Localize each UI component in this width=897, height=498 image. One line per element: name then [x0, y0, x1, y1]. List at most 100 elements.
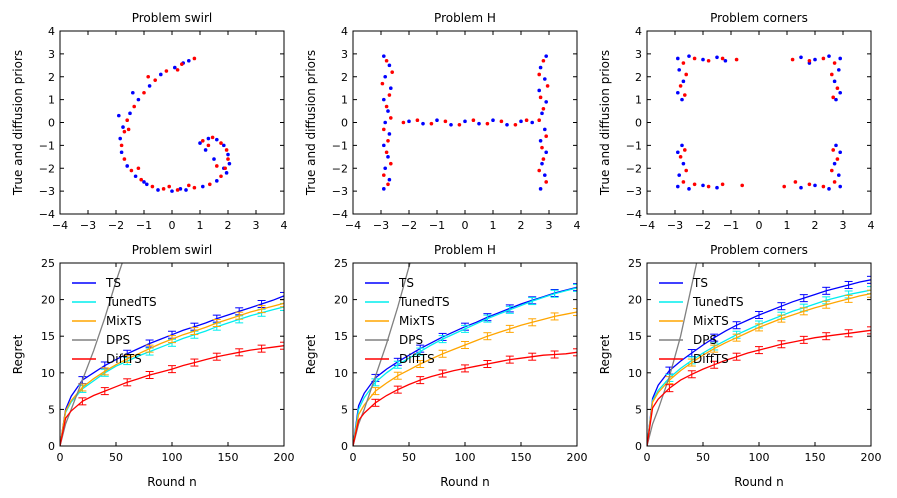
- y-tick-label: −1: [332, 139, 348, 152]
- chart-panel-2: −4 −3 −2 −1 0 1 2 3 4 −4 −3 −2 −1 0 1 2 3 4 Problem corner…: [598, 11, 875, 232]
- scatter-point: [790, 57, 795, 62]
- scatter-point: [838, 90, 842, 95]
- scatter-point: [683, 148, 687, 152]
- x-tick-label: 100: [749, 451, 770, 464]
- scatter-point: [813, 183, 817, 188]
- legend-label-mixts: MixTS: [399, 314, 435, 328]
- y-tick-label: −3: [626, 185, 642, 198]
- scatter-point: [835, 86, 840, 90]
- y-tick-label: 5: [341, 403, 348, 416]
- scatter-point: [681, 180, 686, 184]
- y-tick-label: −2: [626, 162, 642, 175]
- scatter-point: [676, 184, 680, 189]
- scatter-point: [832, 61, 837, 65]
- scatter-point: [519, 119, 523, 124]
- legend: TS TunedTS MixTS DPS DiffTS: [72, 276, 157, 366]
- scatter-point: [835, 157, 840, 161]
- scatter-point: [380, 81, 385, 86]
- x-tick-label: 200: [861, 451, 882, 464]
- scatter-point: [387, 93, 392, 97]
- scatter-point: [449, 122, 453, 127]
- x-axis-label: Round n: [440, 475, 489, 489]
- plot-area: [60, 263, 284, 446]
- y-tick-label: 15: [628, 330, 642, 343]
- legend-label-dps: DPS: [106, 333, 130, 347]
- plot-area: [353, 263, 577, 446]
- series-line-diffts: [647, 329, 871, 446]
- scatter-point: [384, 58, 389, 63]
- scatter-point: [838, 56, 842, 61]
- scatter-point: [537, 88, 541, 93]
- y-tick-label: −3: [332, 185, 348, 198]
- scatter-point: [830, 72, 834, 77]
- y-tick-label: 3: [48, 48, 55, 61]
- scatter-point: [831, 148, 835, 152]
- scatter-point: [421, 121, 425, 126]
- scatter-point: [544, 54, 548, 58]
- series-line-diffts: [60, 345, 284, 446]
- plot-frame: [646, 262, 872, 447]
- scatter-point: [184, 188, 188, 192]
- scatter-point: [210, 135, 215, 140]
- y-axis-label: Regret: [11, 334, 25, 374]
- scatter-point: [142, 90, 146, 95]
- scatter-point: [681, 79, 686, 84]
- y-axis-label: True and diffusion priors: [598, 50, 612, 196]
- scatter-point: [684, 168, 688, 173]
- series-line-tunedts: [60, 306, 284, 446]
- x-tick-label: −2: [695, 219, 711, 232]
- scatter-point: [485, 121, 490, 126]
- scatter-point: [159, 72, 163, 77]
- scatter-point: [206, 136, 211, 141]
- scatter-point: [687, 54, 691, 58]
- scatter-point: [164, 69, 169, 73]
- series-line-diffts: [353, 351, 577, 446]
- y-tick-label: 2: [635, 71, 642, 84]
- series-line-mixts: [647, 293, 871, 446]
- y-tick-label: 4: [341, 25, 348, 38]
- scatter-point: [407, 119, 411, 124]
- scatter-point: [390, 70, 395, 74]
- x-tick-label: 50: [402, 451, 416, 464]
- scatter-point: [540, 111, 544, 116]
- scatter-point: [129, 168, 134, 173]
- scatter-point: [224, 171, 229, 175]
- scatter-point: [389, 86, 393, 90]
- plot-frame: [646, 30, 872, 215]
- scatter-point: [832, 180, 837, 184]
- scatter-point: [133, 174, 138, 179]
- scatter-point: [538, 187, 543, 191]
- plot-frame: [352, 262, 578, 447]
- x-tick-label: 2: [518, 219, 525, 232]
- scatter-point: [219, 141, 223, 145]
- scatter-point: [386, 139, 390, 143]
- scatter-point: [125, 164, 129, 168]
- series-line-mixts: [60, 302, 284, 446]
- scatter-point: [740, 183, 744, 188]
- legend: TS TunedTS MixTS DPS DiffTS: [365, 276, 450, 366]
- scatter-point: [122, 157, 127, 161]
- y-tick-label: −2: [39, 162, 55, 175]
- scatter-point: [119, 150, 124, 155]
- scatter-point: [383, 74, 388, 79]
- y-tick-label: 5: [48, 403, 55, 416]
- x-tick-label: 0: [57, 451, 64, 464]
- y-tick-label: 1: [635, 94, 642, 107]
- legend-label-ts: TS: [692, 276, 708, 290]
- scatter-point: [541, 106, 546, 111]
- x-tick-label: −4: [52, 219, 68, 232]
- scatter-point: [683, 93, 687, 97]
- plot-frame: [352, 30, 578, 215]
- x-tick-label: 0: [169, 219, 176, 232]
- scatter-point: [680, 97, 684, 102]
- scatter-point: [192, 56, 197, 61]
- scatter-point: [807, 58, 812, 63]
- series-line-mixts: [353, 311, 577, 446]
- scatter-point: [429, 121, 434, 126]
- plot-frame: [59, 262, 285, 447]
- scatter-point: [223, 166, 227, 171]
- scatter-point: [537, 168, 541, 173]
- scatter-point: [215, 137, 219, 142]
- plot-frame: [59, 30, 285, 215]
- scatter-point: [387, 177, 392, 182]
